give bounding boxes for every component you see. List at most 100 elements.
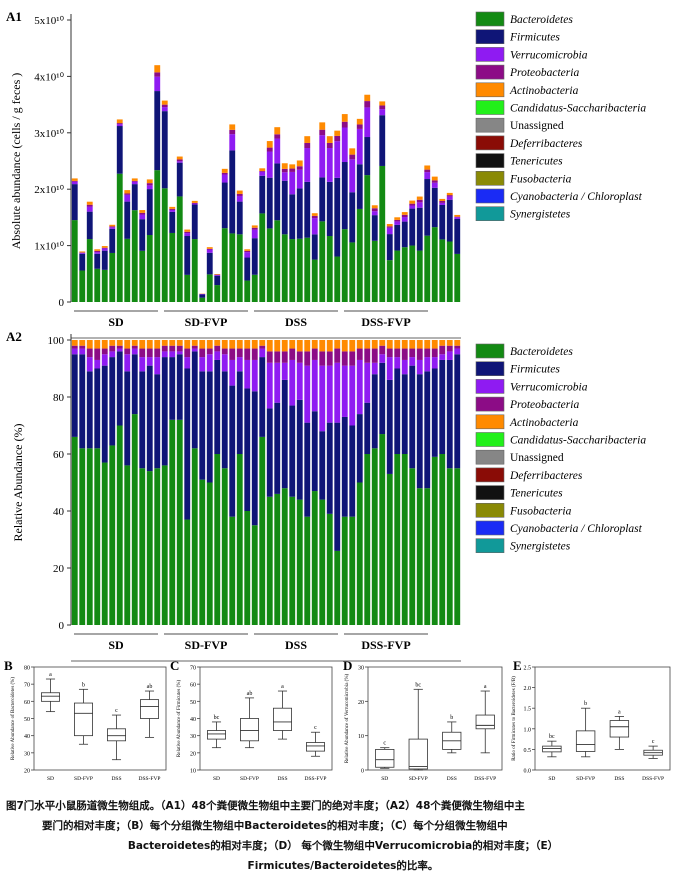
a1-bar-verrucomicrobia: [161, 107, 168, 112]
a2-bar-verrucomicrobia: [311, 359, 318, 412]
a1-bar-firmicutes: [161, 111, 168, 189]
a2-bar-verrucomicrobia: [146, 357, 153, 366]
a2-bar-proteobacteria: [386, 348, 393, 358]
a2-bar-firmicutes: [251, 391, 258, 526]
a1-bar-firmicutes: [229, 150, 236, 234]
a2-bar-proteobacteria: [371, 348, 378, 363]
a2-y-tick-label: 20: [53, 563, 65, 575]
a2-bar-firmicutes: [439, 359, 446, 454]
a1-bar-verrucomicrobia: [146, 185, 153, 190]
panel-c-x-tick-label: DSS-FVP: [304, 776, 326, 782]
a2-bar-verrucomicrobia: [319, 365, 326, 432]
a2-bar-actinobacteria: [296, 340, 303, 352]
a2-bar-firmicutes: [146, 365, 153, 472]
panel-e-x-tick-label: SD: [548, 776, 555, 782]
a1-bar-bacteroidetes: [394, 250, 401, 302]
a2-bar-verrucomicrobia: [349, 365, 356, 426]
a1-bar-firmicutes: [221, 182, 228, 229]
panel-d-y-axis-label: Relative Abundance of Verrucomicrobia (%…: [345, 674, 350, 764]
a2-bar-actinobacteria: [266, 340, 273, 352]
a2-bar-bacteroidetes: [266, 496, 273, 625]
a1-bar-bacteroidetes: [86, 239, 93, 302]
a2-bar-verrucomicrobia: [416, 359, 423, 375]
panel-e-y-tick-label: 0.0: [524, 769, 532, 775]
a2-bar-verrucomicrobia: [244, 359, 251, 389]
a2-bar-actinobacteria: [244, 340, 251, 349]
a1-bar-verrucomicrobia: [266, 151, 273, 178]
panel-e-label: E: [513, 658, 522, 673]
a2-y-tick-label: 40: [53, 506, 65, 518]
a1-bar-firmicutes: [439, 204, 446, 240]
a1-bar-verrucomicrobia: [169, 209, 176, 212]
a2-bar-bacteroidetes: [274, 493, 281, 625]
a1-bar-firmicutes: [244, 257, 251, 281]
a1-bar-actinobacteria: [161, 100, 168, 105]
a2-bar-bacteroidetes: [431, 456, 438, 625]
a1-bar-proteobacteria: [289, 168, 296, 172]
a1-bar-proteobacteria: [206, 248, 213, 250]
a1-bar-verrucomicrobia: [379, 109, 386, 116]
a2-bar-firmicutes: [356, 414, 363, 483]
a1-bar-actinobacteria: [439, 198, 446, 201]
a1-bar-proteobacteria: [71, 180, 78, 182]
panel-b-y-tick-label: 50: [24, 717, 30, 723]
a1-bar-proteobacteria: [221, 172, 228, 175]
a2-bar-firmicutes: [311, 411, 318, 492]
a2-bar-proteobacteria: [94, 348, 101, 360]
a2-bar-proteobacteria: [109, 345, 116, 352]
a1-bar-bacteroidetes: [454, 253, 461, 302]
a2-bar-proteobacteria: [244, 348, 251, 360]
a2-bar-verrucomicrobia: [199, 357, 206, 372]
a2-bar-actinobacteria: [409, 340, 416, 349]
a2-bar-bacteroidetes: [161, 465, 168, 625]
a2-bar-firmicutes: [379, 362, 386, 435]
a2-bar-proteobacteria: [326, 351, 333, 366]
a2-bar-firmicutes: [94, 368, 101, 449]
a1-bar-verrucomicrobia: [319, 135, 326, 178]
a1-bar-firmicutes: [446, 199, 453, 242]
a2-bar-firmicutes: [364, 402, 371, 454]
a1-bar-bacteroidetes: [401, 247, 408, 302]
a1-bar-proteobacteria: [311, 215, 318, 219]
a1-bar-actinobacteria: [371, 205, 378, 209]
a2-bar-actinobacteria: [236, 340, 243, 349]
a1-bar-verrucomicrobia: [229, 134, 236, 151]
a2-bar-verrucomicrobia: [229, 359, 236, 386]
a1-bar-actinobacteria: [79, 251, 86, 253]
a2-bar-proteobacteria: [274, 351, 281, 363]
a1-bar-bacteroidetes: [379, 165, 386, 302]
panel-b-y-tick-label: 30: [24, 751, 30, 757]
a1-bar-firmicutes: [319, 177, 326, 222]
a1-bar-firmicutes: [431, 187, 438, 228]
a1-bar-firmicutes: [341, 162, 348, 230]
panel-b-box: [107, 728, 126, 742]
a2-bar-actinobacteria: [349, 340, 356, 352]
a1-legend-swatch: [475, 100, 505, 115]
panel-b-box: [41, 692, 60, 702]
a2-bar-bacteroidetes: [326, 513, 333, 625]
a1-bar-bacteroidetes: [116, 173, 123, 302]
a2-bar-verrucomicrobia: [94, 359, 101, 369]
a1-bar-actinobacteria: [131, 178, 138, 181]
a2-bar-firmicutes: [259, 357, 266, 437]
a1-bar-proteobacteria: [94, 250, 101, 253]
a1-legend-label: Deferribacteres: [509, 138, 583, 150]
a1-bar-actinobacteria: [154, 65, 161, 73]
a1-bar-firmicutes: [334, 177, 341, 257]
a2-bar-bacteroidetes: [154, 468, 161, 625]
a1-bar-actinobacteria: [94, 249, 101, 251]
a1-bar-firmicutes: [214, 275, 221, 286]
a1-bar-proteobacteria: [281, 168, 288, 173]
a1-bar-verrucomicrobia: [454, 217, 461, 219]
a2-bar-actinobacteria: [79, 340, 86, 346]
a1-bar-actinobacteria: [386, 223, 393, 227]
a2-bar-bacteroidetes: [131, 414, 138, 625]
a1-bar-proteobacteria: [439, 200, 446, 203]
a1-bar-actinobacteria: [401, 212, 408, 215]
a2-bar-verrucomicrobia: [116, 348, 123, 352]
a1-bar-verrucomicrobia: [86, 206, 93, 212]
a1-bar-verrucomicrobia: [206, 249, 213, 253]
a1-bar-firmicutes: [394, 224, 401, 251]
a1-bar-actinobacteria: [446, 192, 453, 196]
a2-legend-label: Fusobacteria: [509, 505, 572, 517]
